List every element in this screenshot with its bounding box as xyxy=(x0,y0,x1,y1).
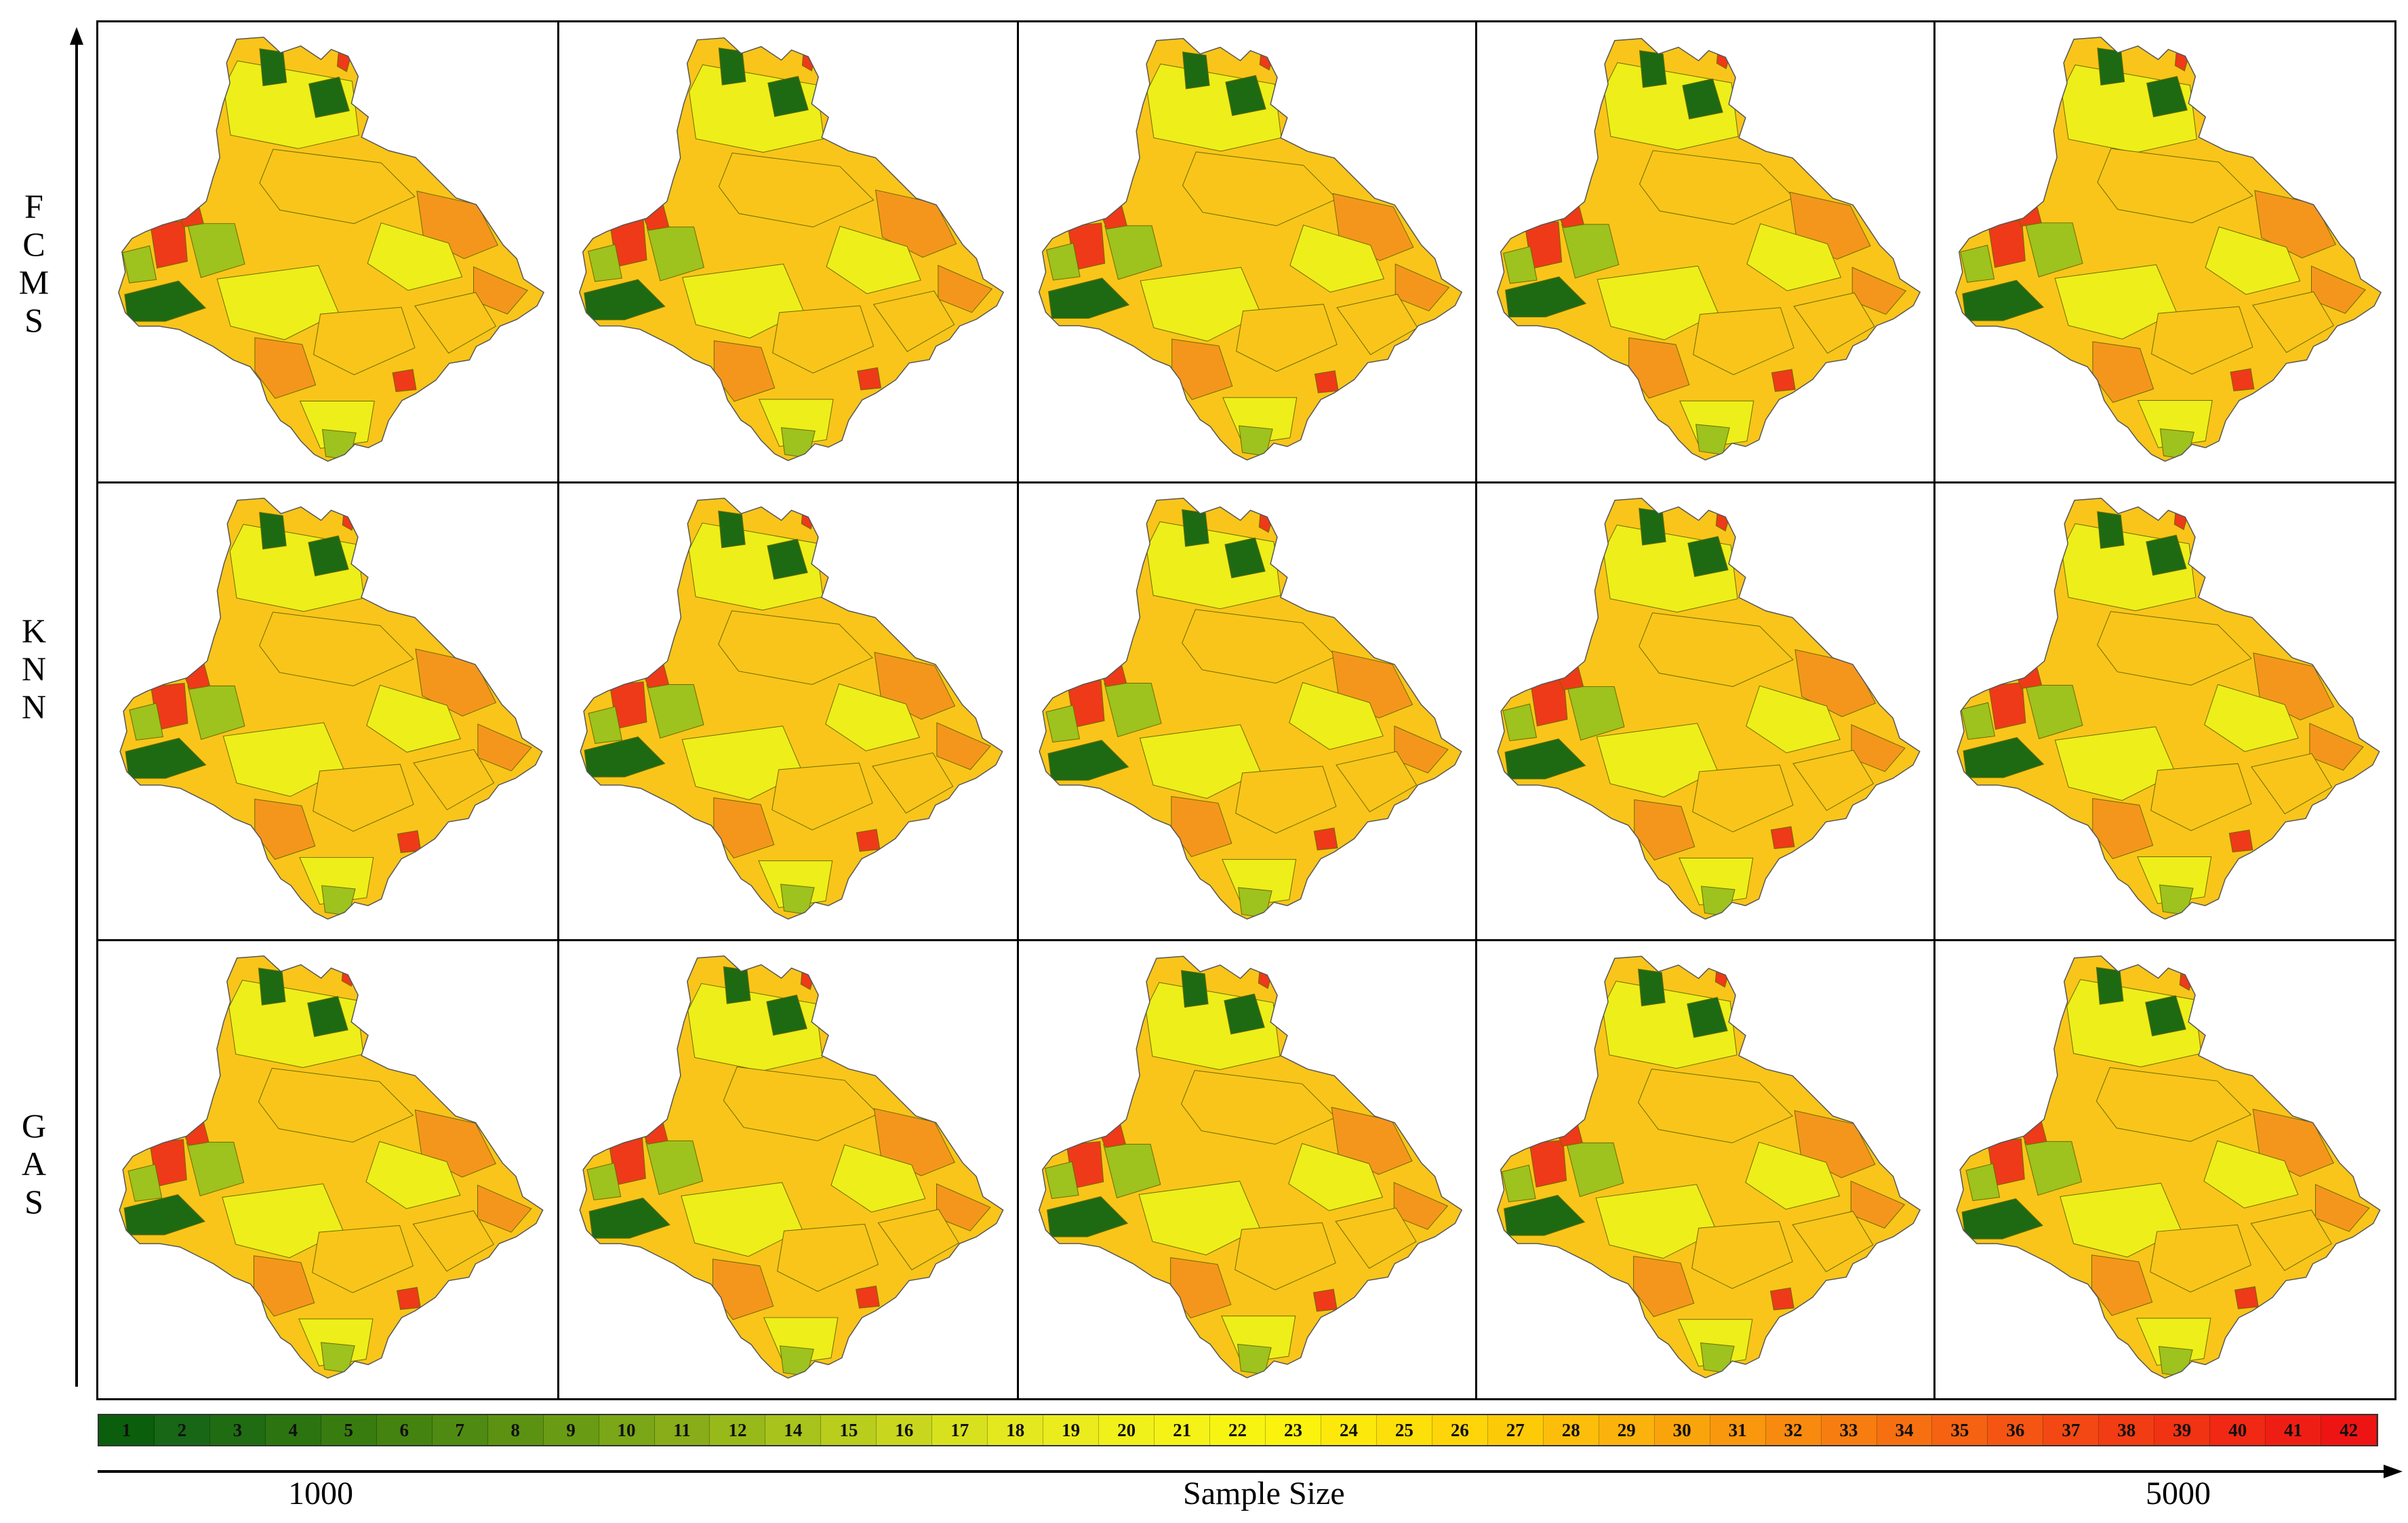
legend-swatch-2: 2 xyxy=(154,1415,210,1445)
map-cell-knn-1 xyxy=(96,481,559,941)
map-cell-knn-4 xyxy=(1475,481,1935,941)
row-letter: N xyxy=(21,688,47,726)
legend-swatch-20: 20 xyxy=(1099,1415,1155,1445)
map-cell-fcms-2 xyxy=(557,20,1019,483)
map-cell-gas-1 xyxy=(96,939,559,1400)
region-map xyxy=(1955,37,2382,462)
vertical-axis-arrow xyxy=(70,27,83,1387)
legend-swatch-19: 19 xyxy=(1043,1415,1100,1445)
color-legend: 1 2 3 4 5 6 7 8 9 10 11 12 14 15 16 17 18 19 20 21 22 23 24 25 2… xyxy=(98,1414,2378,1446)
legend-swatch-34: 34 xyxy=(1877,1415,1933,1445)
map-cell-fcms-1 xyxy=(96,20,559,483)
row-letter: F xyxy=(24,187,43,225)
legend-swatch-37: 37 xyxy=(2043,1415,2100,1445)
region-map xyxy=(1956,955,2381,1379)
legend-swatch-40: 40 xyxy=(2210,1415,2266,1445)
legend-swatch-9: 9 xyxy=(543,1415,599,1445)
region-map xyxy=(580,497,1003,920)
legend-swatch-6: 6 xyxy=(376,1415,433,1445)
row-letter: N xyxy=(21,650,47,688)
row-label-gas: G A S xyxy=(0,1107,68,1221)
x-axis-title: Sample Size xyxy=(1183,1476,1345,1511)
legend-swatch-15: 15 xyxy=(821,1415,877,1445)
legend-swatch-39: 39 xyxy=(2154,1415,2211,1445)
legend-swatch-38: 38 xyxy=(2099,1415,2155,1445)
legend-swatch-30: 30 xyxy=(1654,1415,1710,1445)
legend-swatch-27: 27 xyxy=(1487,1415,1544,1445)
map-cell-fcms-3 xyxy=(1017,20,1477,483)
row-label-fcms: F C M S xyxy=(0,187,68,339)
legend-swatch-8: 8 xyxy=(487,1415,544,1445)
row-letter: G xyxy=(21,1107,47,1145)
row-letter: S xyxy=(24,1183,43,1221)
legend-swatch-35: 35 xyxy=(1932,1415,1988,1445)
row-label-knn: K N N xyxy=(0,612,68,726)
legend-swatch-12: 12 xyxy=(710,1415,766,1445)
row-letter: M xyxy=(18,263,49,301)
legend-swatch-18: 18 xyxy=(988,1415,1044,1445)
region-map xyxy=(1496,955,1921,1379)
legend-swatch-7: 7 xyxy=(432,1415,488,1445)
region-map xyxy=(1038,38,1463,461)
legend-swatch-41: 41 xyxy=(2266,1415,2322,1445)
region-map xyxy=(1497,497,1921,920)
horizontal-axis-arrow xyxy=(98,1465,2403,1478)
region-map xyxy=(1038,955,1463,1379)
legend-swatch-32: 32 xyxy=(1765,1415,1822,1445)
legend-swatch-5: 5 xyxy=(321,1415,377,1445)
region-map xyxy=(118,37,545,462)
region-map xyxy=(1496,38,1921,461)
legend-swatch-14: 14 xyxy=(765,1415,822,1445)
map-cell-fcms-4 xyxy=(1475,20,1935,483)
legend-swatch-11: 11 xyxy=(654,1415,710,1445)
legend-swatch-3: 3 xyxy=(209,1415,266,1445)
region-map xyxy=(119,497,543,920)
legend-swatch-26: 26 xyxy=(1432,1415,1488,1445)
legend-swatch-16: 16 xyxy=(877,1415,933,1445)
map-cell-knn-5 xyxy=(1933,481,2396,941)
map-cell-gas-3 xyxy=(1017,939,1477,1400)
map-cell-gas-5 xyxy=(1933,939,2396,1400)
legend-swatch-33: 33 xyxy=(1821,1415,1877,1445)
legend-swatch-25: 25 xyxy=(1376,1415,1432,1445)
row-letter: S xyxy=(24,301,43,339)
legend-swatch-17: 17 xyxy=(932,1415,988,1445)
legend-swatch-36: 36 xyxy=(1988,1415,2044,1445)
row-letter: K xyxy=(21,612,47,650)
legend-swatch-24: 24 xyxy=(1321,1415,1377,1445)
legend-swatch-23: 23 xyxy=(1266,1415,1321,1445)
legend-swatch-10: 10 xyxy=(599,1415,655,1445)
legend-swatch-31: 31 xyxy=(1710,1415,1766,1445)
map-cell-knn-2 xyxy=(557,481,1019,941)
region-map xyxy=(1039,497,1462,920)
x-axis-start-label: 1000 xyxy=(288,1476,353,1511)
region-map xyxy=(119,955,544,1379)
legend-swatch-4: 4 xyxy=(265,1415,321,1445)
map-cell-fcms-5 xyxy=(1933,20,2396,483)
x-axis-end-label: 5000 xyxy=(2146,1476,2211,1511)
map-cell-knn-3 xyxy=(1017,481,1477,941)
region-map xyxy=(579,955,1004,1379)
map-cell-gas-2 xyxy=(557,939,1019,1400)
legend-swatch-21: 21 xyxy=(1155,1415,1211,1445)
region-map xyxy=(578,37,1005,462)
row-letter: A xyxy=(21,1145,47,1183)
legend-swatch-42: 42 xyxy=(2321,1415,2377,1445)
legend-swatch-29: 29 xyxy=(1599,1415,1655,1445)
legend-swatch-28: 28 xyxy=(1543,1415,1599,1445)
legend-swatch-1: 1 xyxy=(99,1415,155,1445)
legend-swatch-22: 22 xyxy=(1210,1415,1266,1445)
region-map xyxy=(1956,497,2380,920)
map-cell-gas-4 xyxy=(1475,939,1935,1400)
row-letter: C xyxy=(22,225,45,263)
